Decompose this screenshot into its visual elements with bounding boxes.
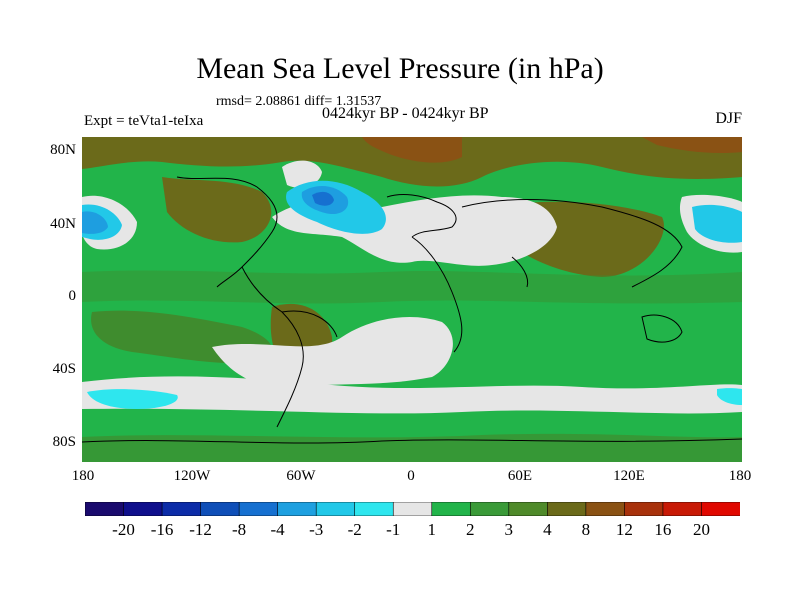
coastlines	[82, 176, 742, 444]
map-title: Mean Sea Level Pressure (in hPa)	[196, 52, 604, 85]
southern-cyan-patch	[87, 389, 178, 409]
colorbar-cell	[354, 502, 394, 516]
arctic-high-region	[82, 137, 742, 187]
tropical-band	[82, 270, 742, 304]
colorbar-cell	[662, 502, 703, 516]
greenland-region	[282, 160, 322, 188]
colorbar-label: 4	[543, 520, 552, 539]
arctic-brown-region	[642, 137, 742, 154]
colorbar-cell	[469, 502, 510, 516]
colorbar-label: 12	[615, 520, 633, 539]
colorbar-cell	[315, 502, 356, 516]
pressure-map	[82, 137, 742, 462]
x-tick-label: 60W	[286, 468, 316, 484]
colorbar-cell	[238, 502, 279, 516]
colorbar-cell	[123, 502, 163, 516]
colorbar-label: -1	[386, 520, 401, 539]
colorbar-label: -12	[189, 520, 212, 539]
x-tick-label: 180	[728, 468, 752, 484]
pacific-low-left-core	[82, 211, 108, 234]
y-tick-label: 40S	[52, 361, 76, 377]
experiment-label: Expt = teVta1-teIxa	[84, 113, 204, 129]
colorbar-cell	[277, 502, 317, 516]
y-tick-label: 40N	[50, 216, 76, 232]
pacific-low-right	[692, 204, 742, 243]
colorbar-label: -3	[309, 520, 324, 539]
neutral-southern-ocean	[82, 376, 742, 414]
colorbar	[85, 502, 740, 516]
y-tick-label: 80N	[50, 142, 76, 158]
low-pressure-center	[312, 191, 334, 206]
period-label: 0424kyr BP - 0424kyr BP	[322, 105, 489, 122]
x-tick-label: 60E	[507, 468, 533, 484]
x-tick-label: 0	[407, 468, 415, 484]
neutral-south-atlantic	[212, 317, 453, 388]
colorbar-cell	[624, 502, 664, 516]
colorbar-cell	[200, 502, 240, 516]
antarctic-darkgreen	[82, 433, 742, 462]
colorbar-label: 20	[693, 520, 710, 539]
colorbar-cell	[85, 502, 125, 516]
colorbar-cell	[701, 502, 740, 516]
colorbar-label: 16	[654, 520, 672, 539]
y-tick-label: 0	[68, 288, 77, 304]
arctic-brown-region	[362, 137, 462, 163]
colorbar-cell	[508, 502, 548, 516]
colorbar-label: -20	[112, 520, 135, 539]
colorbar-label: -16	[150, 520, 174, 539]
colorbar-label: 1	[427, 520, 437, 539]
colorbar-cell	[547, 502, 587, 516]
colorbar-cell	[392, 502, 433, 516]
stats-label: rmsd= 2.08861 diff= 1.31537	[216, 94, 382, 109]
colorbar-label: 3	[504, 520, 514, 539]
colorbar-label: 2	[466, 520, 475, 539]
colorbar-label: 8	[581, 520, 591, 539]
colorbar-label: -2	[347, 520, 362, 539]
x-tick-label: 120W	[173, 468, 211, 484]
x-tick-label: 180	[71, 468, 95, 484]
x-tick-label: 120E	[613, 468, 645, 484]
y-tick-label: 80S	[52, 434, 76, 450]
colorbar-label: -8	[232, 520, 247, 539]
colorbar-label: -4	[270, 520, 285, 539]
colorbar-cell	[161, 502, 202, 516]
southern-cyan-patch	[717, 388, 742, 405]
namerica-olive-region	[162, 177, 272, 243]
season-label: DJF	[715, 110, 742, 127]
colorbar-cell	[431, 502, 471, 516]
colorbar-cell	[585, 502, 626, 516]
